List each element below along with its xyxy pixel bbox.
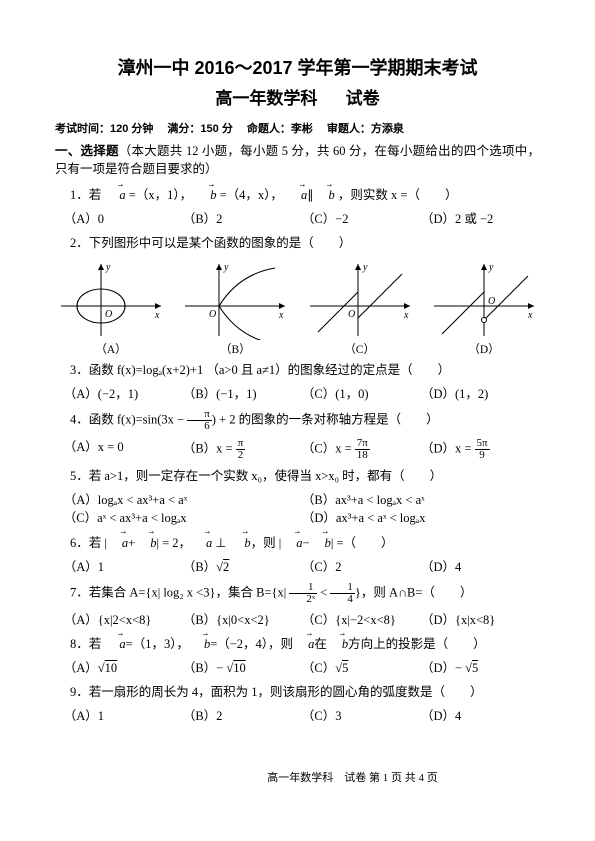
- q3-D: （D）(1，2): [421, 385, 540, 403]
- q1-C: （C）−2: [302, 210, 421, 228]
- q8-A: （A）√10: [64, 659, 183, 677]
- vec-a2: a: [286, 186, 307, 204]
- q1-av: =（x，1），: [129, 188, 192, 202]
- meta-time: 考试时间：120 分钟: [55, 122, 153, 138]
- q2-label-B: （B）: [179, 342, 291, 359]
- q4-D: （D）x = 5π9: [421, 438, 540, 461]
- svg-text:O: O: [348, 309, 355, 320]
- svg-text:y: y: [488, 262, 494, 273]
- svg-text:y: y: [362, 262, 368, 273]
- q4-B: （B）x = π2: [183, 438, 302, 461]
- q3: 3．函数 f(x)=logₐ(x+2)+1 （a>0 且 a≠1）的图象经过的定…: [55, 361, 540, 379]
- page-title-2: 高一年数学科 试卷: [55, 87, 540, 112]
- q8-pre: 8．若: [70, 637, 104, 651]
- q2-label-D: （D）: [428, 342, 540, 359]
- svg-text:O: O: [209, 309, 216, 320]
- svg-text:O: O: [105, 309, 112, 320]
- q1-post: ，则实数 x =（ ）: [338, 188, 458, 202]
- q6-pre: 6．若 |: [70, 536, 107, 550]
- svg-text:x: x: [403, 310, 409, 321]
- q8: 8．若 a=（1，3），b=（−2，4），则a在b方向上的投影是（ ）: [55, 635, 540, 653]
- q4-frac: π6: [187, 409, 212, 432]
- title2-right: 试卷: [346, 89, 380, 108]
- vec-b2: b: [314, 186, 335, 204]
- q9-opts: （A）1 （B）2 （C）3 （D）4: [64, 707, 540, 725]
- title2-left: 高一年数学科: [215, 89, 317, 108]
- q2-graph-C: x y O （C）: [304, 258, 416, 359]
- q6-A: （A）1: [64, 558, 183, 576]
- q9-A: （A）1: [64, 707, 183, 725]
- q2: 2．下列图形中可以是某个函数的图象的是（ ）: [55, 234, 540, 252]
- svg-text:x: x: [278, 310, 284, 321]
- q5-A: （A）logₐx < ax³+a < aˣ: [64, 491, 302, 509]
- q3-A: （A）(−2，1): [64, 385, 183, 403]
- q7-C: （C）{x|−2<x<8}: [302, 611, 421, 629]
- q2-graph-D: x y O （D）: [428, 258, 540, 359]
- q4-post: ) + 2 的图象的一条对称轴方程是（ ）: [212, 413, 439, 427]
- q9: 9．若一扇形的周长为 4，面积为 1，则该扇形的圆心角的弧度数是（ ）: [55, 683, 540, 701]
- q2-label-A: （A）: [55, 342, 167, 359]
- q5: 5．若 a>1，则一定存在一个实数 x₀，使得当 x>x₀ 时，都有（ ）: [55, 467, 540, 485]
- q1-pre: 1．若: [70, 188, 101, 202]
- q2-graph-A: x y O （A）: [55, 258, 167, 359]
- q5-D: （D）ax³+a < aˣ < logₐx: [302, 509, 540, 527]
- svg-text:y: y: [223, 262, 229, 273]
- q8-C: （C）√5: [302, 659, 421, 677]
- svg-text:O: O: [488, 296, 495, 307]
- q2-label-C: （C）: [304, 342, 416, 359]
- svg-text:x: x: [527, 310, 533, 321]
- q8-B: （B）− √10: [183, 659, 302, 677]
- page-footer: 高一年数学科 试卷 第 1 页 共 4 页: [55, 771, 595, 787]
- q4-C: （C）x = 7π18: [302, 438, 421, 461]
- q2-graphs: x y O （A） x y O （B） x y O （C）: [55, 258, 540, 359]
- svg-text:y: y: [105, 262, 111, 273]
- page-title-1: 漳州一中 2016～2017 学年第一学期期末考试: [55, 55, 540, 81]
- meta-full: 满分：150 分: [167, 122, 232, 138]
- vec-b: b: [195, 186, 216, 204]
- q6-B: （B）√2: [183, 558, 302, 576]
- q7-pre: 7．若集合 A={x| log₂ x <3}，集合 B={x|: [70, 585, 289, 599]
- q1-bv: =（4，x），: [220, 188, 283, 202]
- exam-meta: 考试时间：120 分钟 满分：150 分 命题人：李彬 审题人：方添泉: [55, 122, 540, 138]
- q7-post: }，则 A∩B=（ ）: [355, 585, 473, 599]
- section-1-body: （本大题共 12 小题，每小题 5 分，共 60 分，在每小题给出的四个选项中，…: [55, 144, 540, 176]
- q9-C: （C）3: [302, 707, 421, 725]
- meta-author: 命题人：李彬: [247, 122, 313, 138]
- q6-C: （C）2: [302, 558, 421, 576]
- q7: 7．若集合 A={x| log₂ x <3}，集合 B={x| 12ˣ < 14…: [55, 582, 540, 605]
- q1: 1．若 a =（x，1）， b =（4，x）， a∥b ，则实数 x =（ ）: [55, 186, 540, 204]
- q8-D: （D）− √5: [421, 659, 540, 677]
- svg-text:x: x: [154, 310, 160, 321]
- q9-B: （B）2: [183, 707, 302, 725]
- q3-B: （B）(−1，1): [183, 385, 302, 403]
- q6-post: | =（ ）: [331, 536, 394, 550]
- q5-B: （B）ax³+a < logₐx < aˣ: [302, 491, 540, 509]
- q8-opts: （A）√10 （B）− √10 （C）√5 （D）− √5: [64, 659, 540, 677]
- q1-D: （D）2 或 −2: [421, 210, 540, 228]
- q9-D: （D）4: [421, 707, 540, 725]
- section-1-head: 一、选择题: [55, 144, 119, 158]
- section-1-lead: 一、选择题（本大题共 12 小题，每小题 5 分，共 60 分，在每小题给出的四…: [55, 142, 540, 178]
- q5-opts: （A）logₐx < ax³+a < aˣ （B）ax³+a < logₐx <…: [64, 491, 540, 527]
- q2-graph-B: x y O （B）: [179, 258, 291, 359]
- q1-A: （A）0: [64, 210, 183, 228]
- q3-opts: （A）(−2，1) （B）(−1，1) （C）(1，0) （D）(1，2): [64, 385, 540, 403]
- meta-reviewer: 审题人：方添泉: [327, 122, 404, 138]
- q4-A: （A）x = 0: [64, 438, 183, 461]
- q6-D: （D）4: [421, 558, 540, 576]
- q3-C: （C）(1，0): [302, 385, 421, 403]
- q4-pre: 4．函数 f(x)=sin(3x −: [70, 413, 187, 427]
- q1-B: （B）2: [183, 210, 302, 228]
- q7-D: （D）{x|x<8}: [421, 611, 540, 629]
- q6-opts: （A）1 （B）√2 （C）2 （D）4: [64, 558, 540, 576]
- q8-post: 方向上的投影是（ ）: [348, 637, 486, 651]
- q1-opts: （A）0 （B）2 （C）−2 （D）2 或 −2: [64, 210, 540, 228]
- q6: 6．若 |a+b| = 2，a ⊥ b，则 |a−b| =（ ）: [55, 534, 540, 552]
- q4: 4．函数 f(x)=sin(3x − π6) + 2 的图象的一条对称轴方程是（…: [55, 409, 540, 432]
- q4-opts: （A）x = 0 （B）x = π2 （C）x = 7π18 （D）x = 5π…: [64, 438, 540, 461]
- vec-a: a: [104, 186, 125, 204]
- q5-C: （C）aˣ < ax³+a < logₐx: [64, 509, 302, 527]
